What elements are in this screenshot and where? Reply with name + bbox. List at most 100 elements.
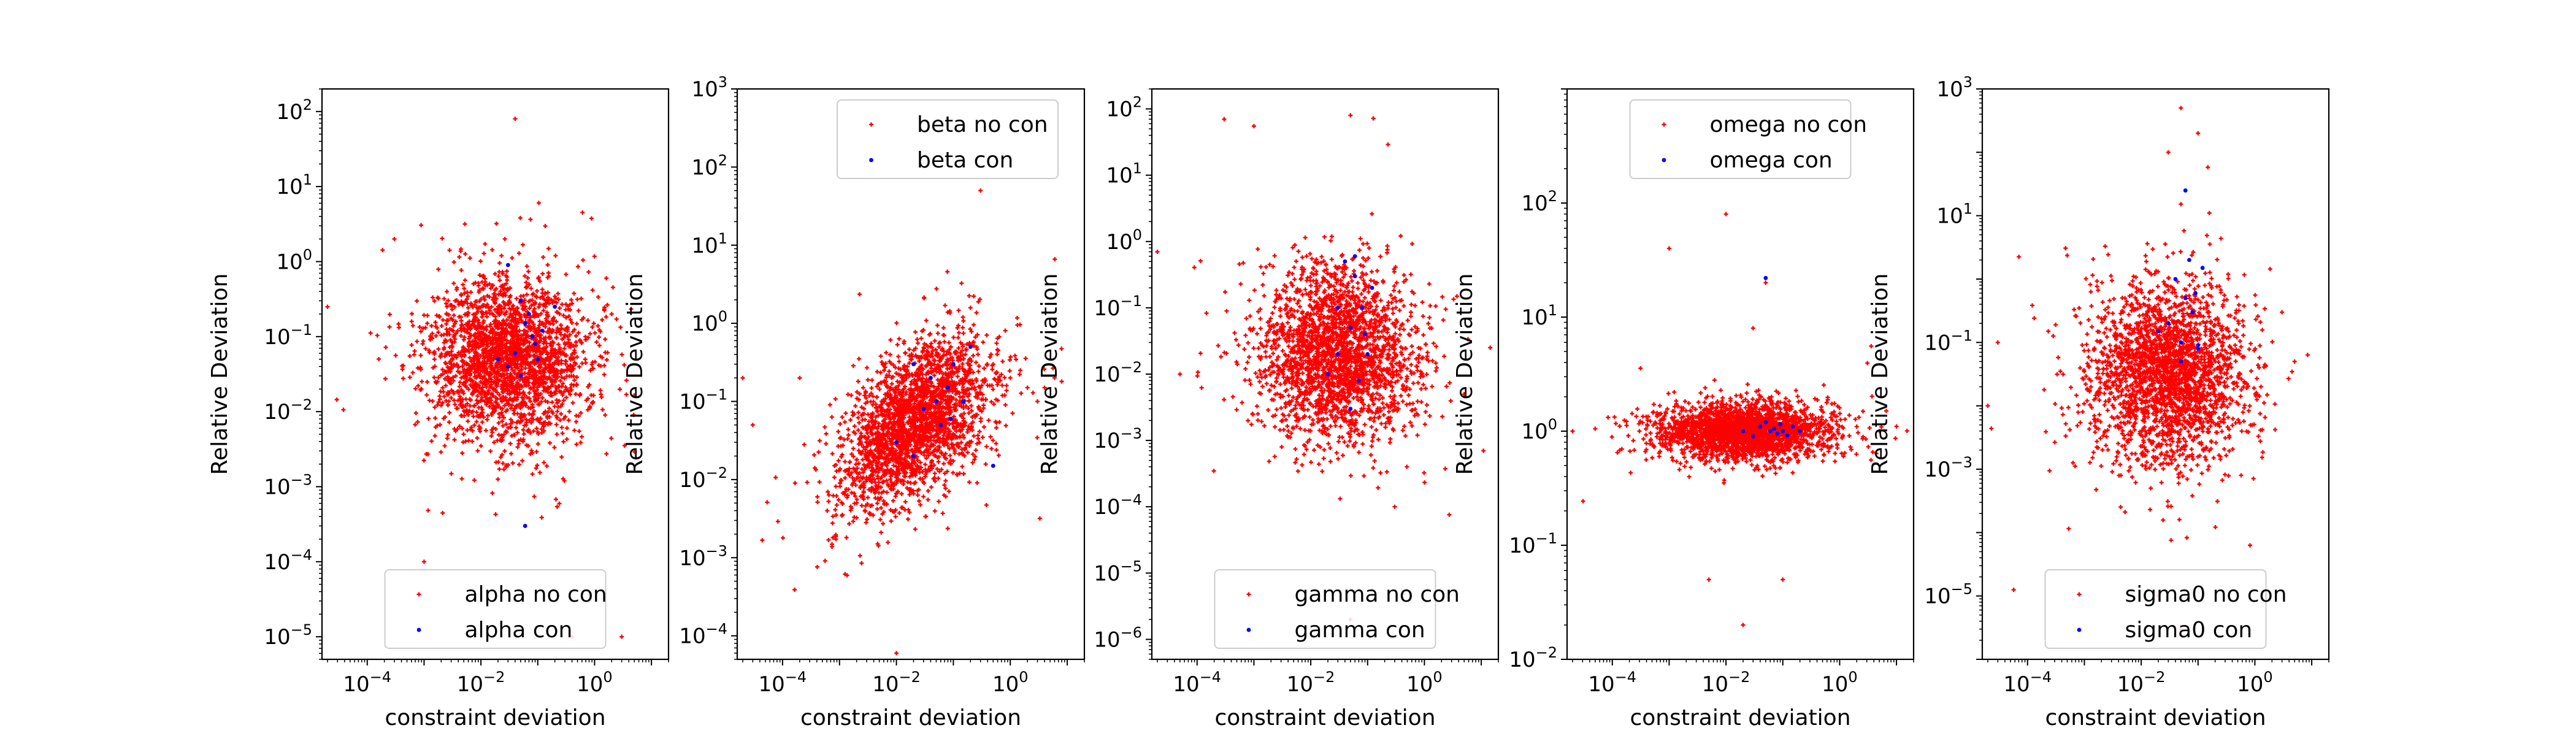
data-point xyxy=(960,432,965,437)
data-point xyxy=(418,329,423,334)
data-point xyxy=(864,479,868,484)
data-point xyxy=(994,441,999,446)
data-point xyxy=(925,417,930,422)
data-point xyxy=(436,400,441,405)
data-point xyxy=(919,412,924,416)
data-point xyxy=(518,215,523,220)
data-point xyxy=(516,342,521,347)
data-point xyxy=(973,387,978,392)
data-point xyxy=(929,400,933,405)
data-point xyxy=(451,313,456,318)
data-point xyxy=(965,361,970,366)
data-point xyxy=(902,426,907,431)
data-point xyxy=(945,526,950,531)
data-point xyxy=(873,419,878,424)
data-point xyxy=(434,313,439,318)
data-point xyxy=(556,405,561,410)
data-point xyxy=(946,394,951,399)
data-point xyxy=(534,294,539,299)
data-point xyxy=(443,369,448,374)
data-point xyxy=(849,506,854,511)
data-point xyxy=(822,424,827,429)
data-point xyxy=(827,402,832,407)
data-point xyxy=(887,436,892,441)
data-point xyxy=(943,486,948,491)
data-point xyxy=(817,480,822,485)
legend-entry: alpha con xyxy=(465,618,573,643)
data-point xyxy=(493,307,497,312)
data-point xyxy=(802,442,807,447)
data-point xyxy=(830,514,835,519)
data-point xyxy=(516,251,521,256)
data-point xyxy=(1008,358,1012,362)
data-point xyxy=(875,369,880,374)
data-point xyxy=(855,466,860,470)
data-point xyxy=(529,374,534,379)
data-point xyxy=(974,310,979,315)
data-point xyxy=(562,376,567,381)
data-point xyxy=(566,418,571,423)
data-point xyxy=(965,450,970,455)
data-point xyxy=(511,312,516,316)
data-point xyxy=(442,296,447,301)
data-point xyxy=(334,397,339,402)
data-point xyxy=(984,332,989,337)
data-point xyxy=(537,302,542,307)
data-point xyxy=(475,343,480,348)
data-point xyxy=(977,429,982,434)
data-point xyxy=(911,432,916,437)
series-beta-no-con xyxy=(740,188,1116,656)
legend-marker xyxy=(416,627,421,632)
data-point xyxy=(893,508,898,513)
data-point xyxy=(546,270,551,275)
data-point xyxy=(901,377,906,381)
data-point xyxy=(1112,266,1116,270)
data-point xyxy=(857,292,862,297)
data-point xyxy=(834,537,838,542)
data-point xyxy=(914,464,919,469)
data-point xyxy=(498,378,503,383)
data-point xyxy=(872,422,876,427)
data-point xyxy=(960,361,965,366)
data-point xyxy=(1018,368,1023,373)
data-point xyxy=(870,477,875,481)
data-point xyxy=(540,396,545,401)
data-point xyxy=(531,383,536,388)
data-point xyxy=(413,411,418,416)
data-point xyxy=(909,470,914,475)
data-point xyxy=(934,286,939,291)
data-point xyxy=(933,347,938,352)
y-tick-label: 10−1 xyxy=(264,321,312,350)
data-point xyxy=(524,314,529,319)
data-point xyxy=(467,325,472,330)
data-point xyxy=(530,451,535,456)
data-point xyxy=(971,353,976,358)
data-point xyxy=(524,355,529,360)
data-point xyxy=(432,351,437,356)
data-point xyxy=(898,367,903,372)
data-point xyxy=(500,389,505,394)
data-point xyxy=(951,424,956,429)
data-point xyxy=(947,422,952,427)
data-point xyxy=(559,375,564,380)
data-point xyxy=(922,453,927,458)
data-point xyxy=(797,375,802,380)
data-point xyxy=(876,484,881,489)
y-tick-label: 10−2 xyxy=(264,396,312,424)
data-point xyxy=(559,454,564,459)
data-point xyxy=(995,382,1000,387)
data-point xyxy=(429,335,434,340)
data-point xyxy=(570,320,575,325)
data-point xyxy=(859,413,864,418)
data-point xyxy=(893,494,898,499)
data-point xyxy=(573,420,578,424)
data-point xyxy=(541,255,546,259)
data-point xyxy=(502,283,507,288)
data-point xyxy=(975,433,980,438)
data-point xyxy=(491,367,496,372)
data-point xyxy=(903,470,908,475)
data-point xyxy=(968,327,973,332)
data-point xyxy=(848,459,853,464)
data-point xyxy=(882,436,887,441)
data-point xyxy=(535,442,540,447)
